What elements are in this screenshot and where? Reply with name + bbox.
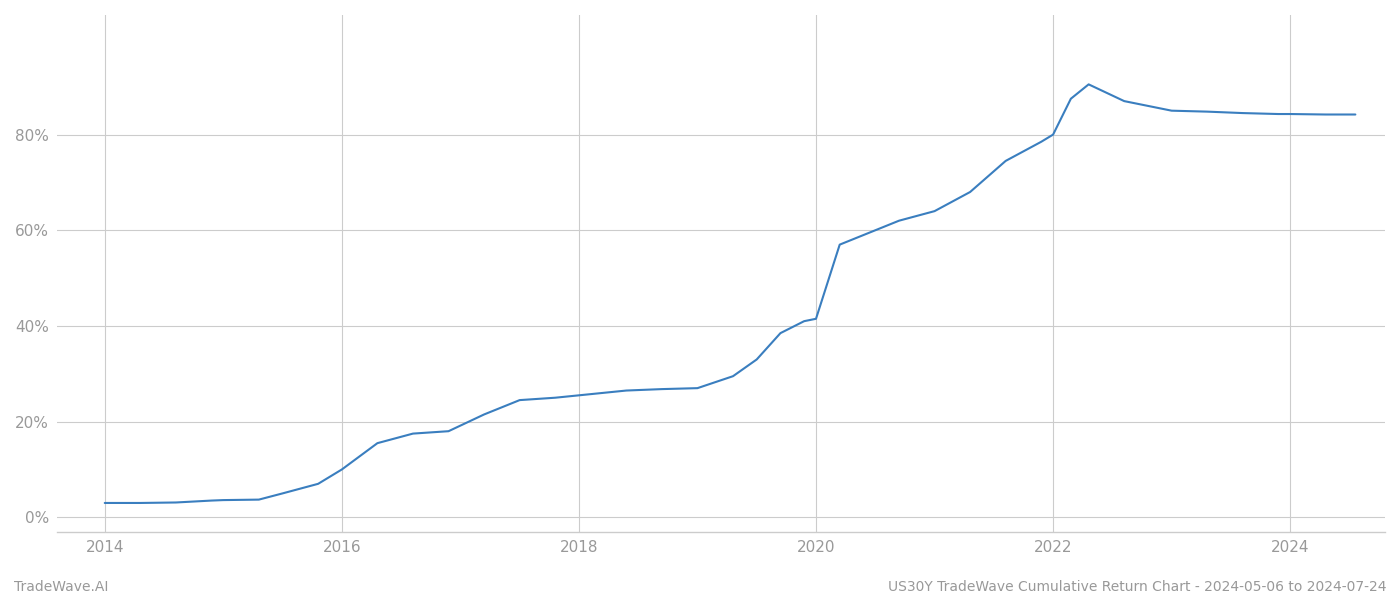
Text: US30Y TradeWave Cumulative Return Chart - 2024-05-06 to 2024-07-24: US30Y TradeWave Cumulative Return Chart … xyxy=(888,580,1386,594)
Text: TradeWave.AI: TradeWave.AI xyxy=(14,580,108,594)
